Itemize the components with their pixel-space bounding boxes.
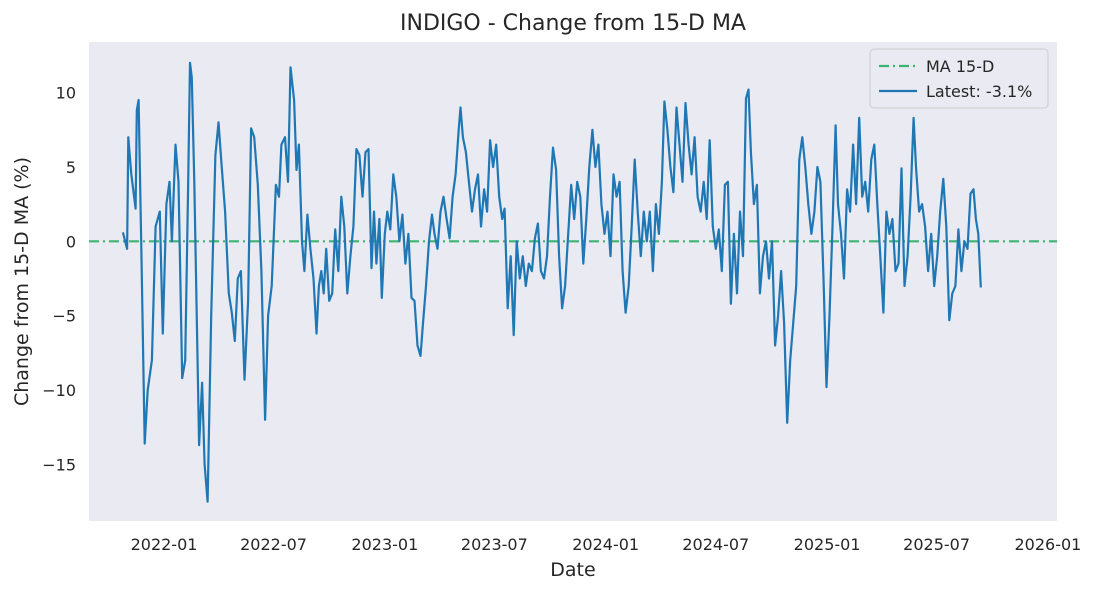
- x-tick-label: 2025-01: [794, 535, 861, 554]
- x-tick-label: 2025-07: [903, 535, 970, 554]
- y-tick-label: −15: [42, 455, 76, 474]
- plot-area: [89, 42, 1057, 521]
- series-group: [121, 61, 982, 503]
- y-axis-title: Change from 15-D MA (%): [11, 157, 33, 406]
- legend-latest-label: Latest: -3.1%: [926, 82, 1032, 101]
- x-tick-label: 2023-07: [461, 535, 528, 554]
- legend-box: [869, 48, 1049, 109]
- y-tick-label: −10: [42, 381, 76, 400]
- x-tick-label: 2024-07: [682, 535, 749, 554]
- y-tick-labels: 10 5 0 −5 −10 −15: [42, 84, 76, 475]
- x-tick-label: 2026-01: [1014, 535, 1081, 554]
- y-tick-label: 5: [66, 158, 76, 177]
- chart-title: INDIGO - Change from 15-D MA: [400, 11, 746, 36]
- x-tick-label: 2022-07: [240, 535, 307, 554]
- x-tick-label: 2023-01: [351, 535, 418, 554]
- x-tick-label: 2024-01: [572, 535, 639, 554]
- x-tick-labels: 2022-01 2022-07 2023-01 2023-07 2024-01 2024-…: [131, 535, 1082, 554]
- y-tick-label: 10: [56, 84, 76, 103]
- x-tick-label: 2022-01: [131, 535, 198, 554]
- y-tick-label: −5: [52, 307, 76, 326]
- legend-ma-label: MA 15-D: [926, 57, 994, 76]
- latest-series-line: [121, 61, 982, 503]
- y-tick-label: 0: [66, 232, 76, 251]
- x-axis-title: Date: [550, 559, 595, 581]
- legend: MA 15-D Latest: -3.1%: [869, 48, 1049, 109]
